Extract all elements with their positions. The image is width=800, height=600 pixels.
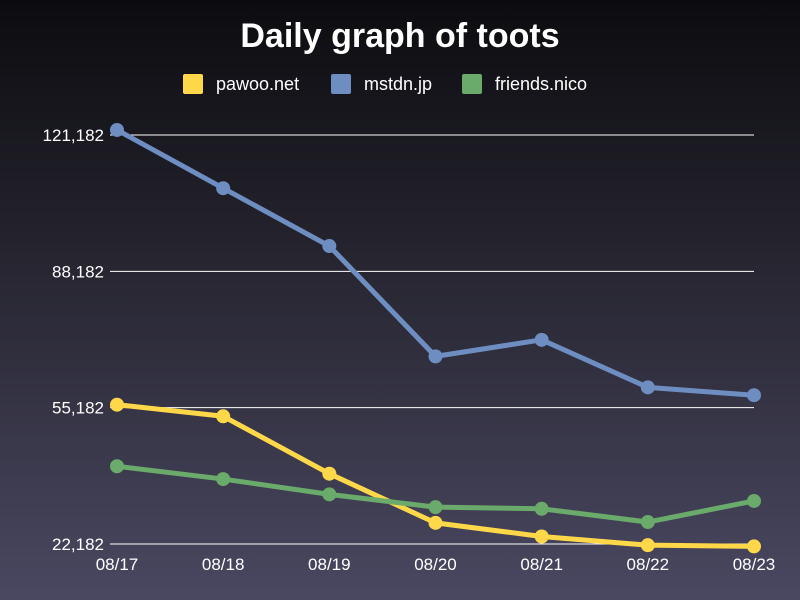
data-point (428, 500, 443, 515)
data-point (322, 466, 337, 481)
x-axis-labels: 08/17 08/18 08/19 08/20 08/21 08/22 08/23 (96, 555, 776, 574)
chart-title: Daily graph of toots (240, 17, 559, 55)
data-point (640, 380, 655, 395)
legend-label: mstdn.jp (364, 74, 432, 94)
data-point (110, 397, 124, 412)
data-point (534, 332, 549, 347)
x-tick-label: 08/19 (308, 555, 351, 574)
y-axis-labels: 22,182 55,182 88,182 121,182 (43, 126, 104, 554)
series-friends-nico (110, 459, 761, 530)
legend-swatch (462, 74, 482, 94)
series-mstdn-jp (110, 122, 761, 403)
legend-label: friends.nico (495, 74, 587, 94)
series-pawoo-net (110, 397, 761, 554)
data-point (747, 493, 761, 508)
legend-entry: mstdn.jp (331, 74, 432, 94)
data-point (322, 487, 337, 502)
y-tick-label: 121,182 (43, 126, 104, 145)
y-tick-label: 55,182 (52, 399, 104, 418)
data-point (428, 515, 443, 530)
x-tick-label: 08/20 (414, 555, 457, 574)
legend-entry: friends.nico (462, 74, 587, 94)
legend: pawoo.net mstdn.jp friends.nico (183, 74, 587, 94)
data-point (110, 122, 124, 137)
legend-swatch (331, 74, 351, 94)
y-tick-label: 88,182 (52, 262, 104, 281)
data-point (640, 538, 655, 553)
data-point (216, 181, 231, 196)
x-tick-label: 08/18 (202, 555, 245, 574)
data-point (216, 472, 231, 487)
legend-entry: pawoo.net (183, 74, 299, 94)
legend-label: pawoo.net (216, 74, 299, 94)
data-point (534, 501, 549, 516)
grid-lines (110, 134, 754, 545)
series-layer (110, 122, 761, 554)
data-point (110, 459, 124, 474)
x-tick-label: 08/22 (627, 555, 670, 574)
data-point (534, 529, 549, 544)
data-point (747, 388, 761, 403)
x-tick-label: 08/17 (96, 555, 139, 574)
data-point (428, 349, 443, 364)
y-tick-label: 22,182 (52, 535, 104, 554)
x-tick-label: 08/23 (733, 555, 776, 574)
legend-swatch (183, 74, 203, 94)
data-point (322, 239, 337, 254)
data-point (640, 515, 655, 530)
data-point (747, 539, 761, 554)
x-tick-label: 08/21 (520, 555, 563, 574)
data-point (216, 409, 231, 424)
